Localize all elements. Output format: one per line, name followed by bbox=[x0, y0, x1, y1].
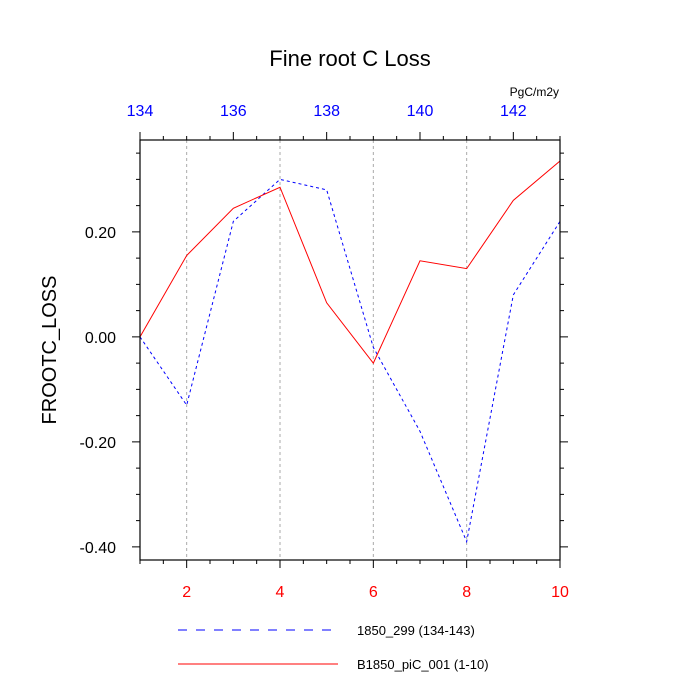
units-label: PgC/m2y bbox=[510, 85, 559, 99]
x-top-tick-label: 134 bbox=[127, 103, 154, 120]
y-tick-label: 0.00 bbox=[85, 330, 116, 347]
y-axis-label: FROOTC_LOSS bbox=[39, 276, 61, 425]
legend: 1850_299 (134-143) B1850_piC_001 (1-10) bbox=[178, 623, 489, 672]
plot-frame bbox=[139, 139, 561, 561]
grid bbox=[186, 140, 468, 560]
x-bottom-tick-label: 8 bbox=[462, 584, 471, 601]
x-top-tick-label: 140 bbox=[407, 103, 434, 120]
chart-title: Fine root C Loss bbox=[269, 46, 430, 71]
x-top-tick-label: 142 bbox=[500, 103, 527, 120]
series-line-1 bbox=[139, 178, 561, 544]
x-bottom-tick-label: 10 bbox=[551, 584, 569, 601]
y-tick-label: -0.20 bbox=[80, 435, 117, 452]
x-bottom-tick-label: 4 bbox=[276, 584, 285, 601]
legend-label-2: B1850_piC_001 (1-10) bbox=[357, 657, 489, 672]
x-bottom-tick-label: 2 bbox=[182, 584, 191, 601]
x-top-tick-label: 138 bbox=[313, 103, 340, 120]
legend-label-1: 1850_299 (134-143) bbox=[357, 623, 475, 638]
series-line-2 bbox=[139, 160, 561, 365]
x-top-tick-label: 136 bbox=[220, 103, 247, 120]
ticks: 2 4 6 8 10 134 136 138 140 142 -0.40 -0.20 0.00 0.20 bbox=[80, 103, 569, 601]
x-bottom-tick-label: 6 bbox=[369, 584, 378, 601]
y-tick-label: 0.20 bbox=[85, 225, 116, 242]
y-tick-label: -0.40 bbox=[80, 540, 117, 557]
series-layer bbox=[139, 160, 561, 544]
